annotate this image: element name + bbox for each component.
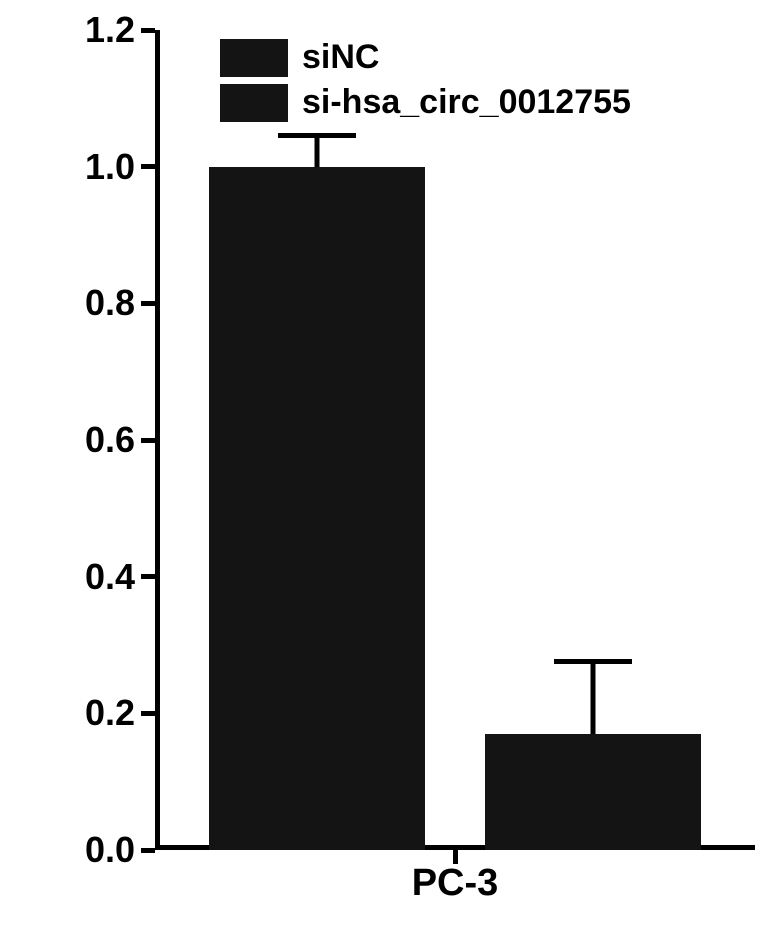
legend-swatch <box>220 84 288 122</box>
x-group-label: PC-3 <box>412 862 499 905</box>
y-tick <box>141 438 155 443</box>
error-bar-stem <box>315 133 320 167</box>
legend-swatch <box>220 39 288 77</box>
y-tick <box>141 164 155 169</box>
y-tick-label: 1.0 <box>85 146 135 188</box>
y-tick <box>141 28 155 33</box>
y-tick <box>141 848 155 853</box>
bar <box>209 167 425 850</box>
y-tick <box>141 574 155 579</box>
bar-chart-figure: hsa_circ_0012755相对表达量 0.00.20.40.60.81.0… <box>0 0 774 943</box>
y-tick <box>141 301 155 306</box>
y-tick-label: 0.2 <box>85 692 135 734</box>
y-tick <box>141 711 155 716</box>
legend-item: si-hsa_circ_0012755 <box>220 83 631 122</box>
y-tick-label: 0.8 <box>85 282 135 324</box>
y-tick-label: 0.4 <box>85 556 135 598</box>
legend-label: siNC <box>302 38 379 77</box>
error-bar-cap <box>554 659 632 664</box>
y-axis-line <box>155 30 160 850</box>
y-tick-label: 1.2 <box>85 9 135 51</box>
legend: siNC si-hsa_circ_0012755 <box>220 38 631 128</box>
error-bar-cap <box>278 133 356 138</box>
legend-item: siNC <box>220 38 631 77</box>
error-bar-stem <box>591 659 596 734</box>
bar <box>485 734 701 850</box>
legend-label: si-hsa_circ_0012755 <box>302 83 631 122</box>
y-tick-label: 0.6 <box>85 419 135 461</box>
y-tick-label: 0.0 <box>85 829 135 871</box>
plot-area: 0.00.20.40.60.81.01.2PC-3 <box>155 30 755 850</box>
